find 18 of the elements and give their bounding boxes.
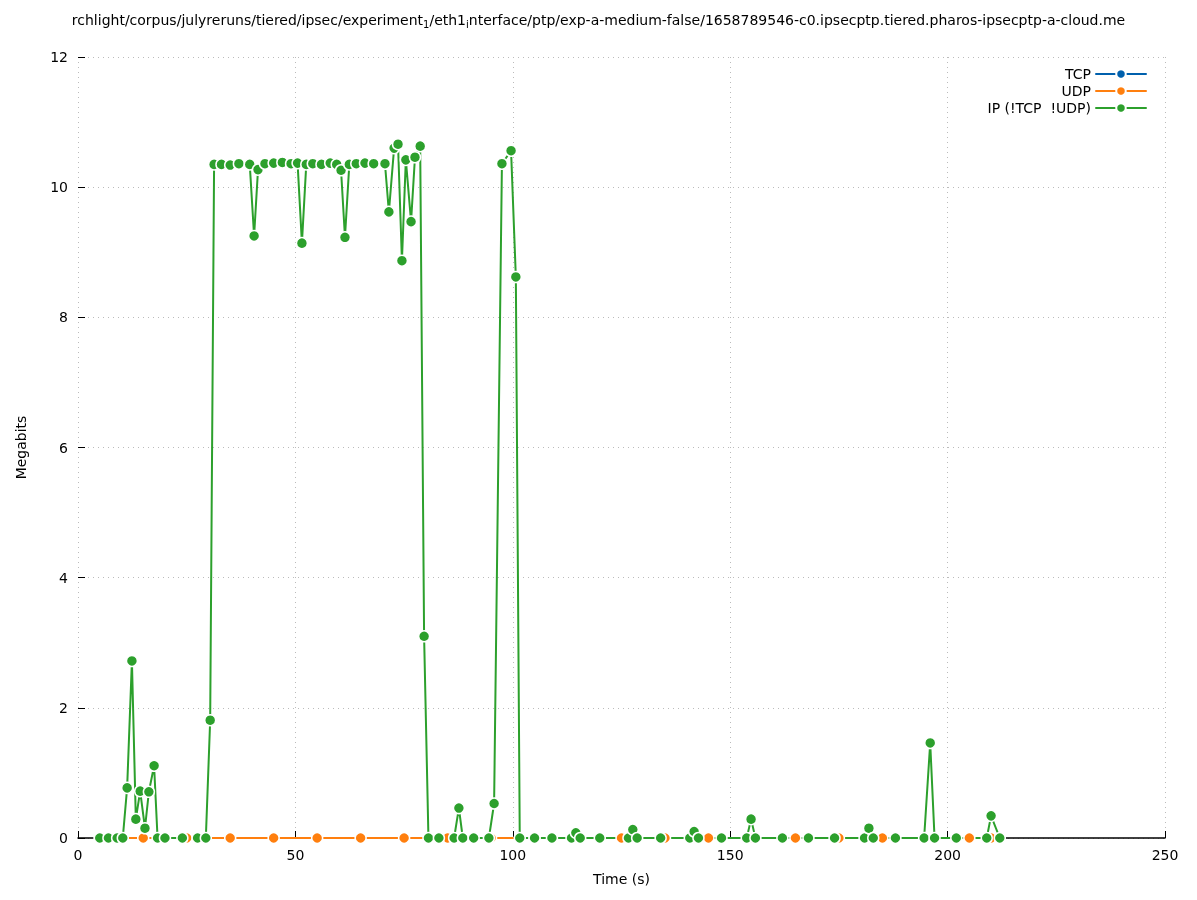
legend-label: TCP [1064, 66, 1091, 82]
x-tick-label: 50 [286, 847, 305, 863]
y-tick-label: 6 [59, 439, 69, 456]
y-tick-label: 4 [59, 569, 69, 586]
x-tick-label: 100 [499, 847, 527, 863]
x-tick-label: 200 [934, 847, 961, 863]
x-tick-label: 0 [73, 847, 83, 863]
y-tick-label: 0 [59, 830, 68, 846]
x-tick-label: 250 [1151, 847, 1179, 863]
x-tick-label: 150 [716, 847, 744, 863]
y-tick-label: 8 [59, 309, 68, 326]
legend-label: IP (!TCP !UDP) [987, 100, 1091, 116]
x-axis-title: Time (s) [592, 871, 650, 887]
y-axis-title: Megabits [13, 415, 29, 480]
y-tick-label: 2 [59, 699, 68, 716]
y-tick-label: 10 [50, 179, 68, 196]
legend-label: UDP [1061, 83, 1091, 99]
y-tick-label: 12 [50, 49, 68, 65]
